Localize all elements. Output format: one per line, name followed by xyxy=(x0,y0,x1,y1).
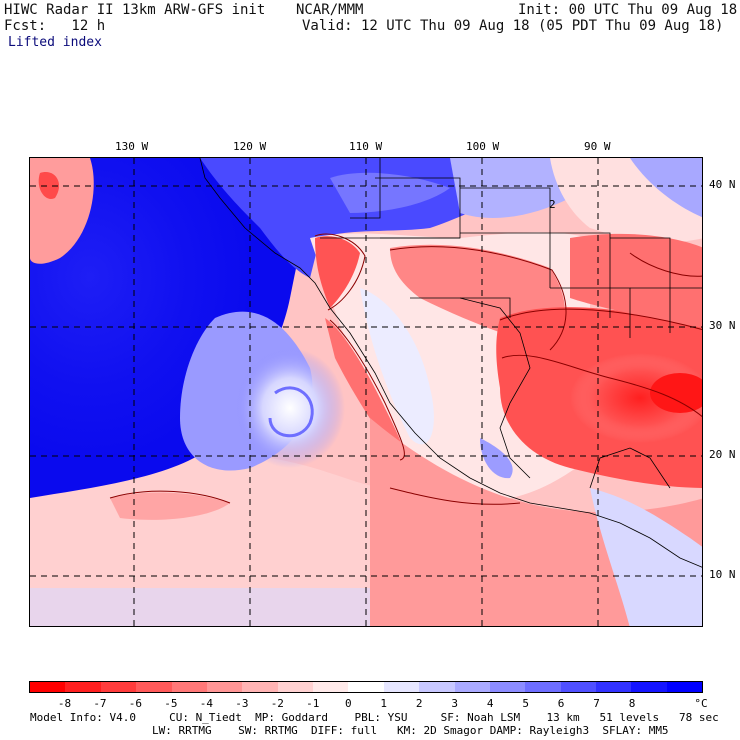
lat-label: 20 N xyxy=(709,448,736,461)
colorbar-tick-label: 1 xyxy=(380,697,388,710)
lon-label: 110 W xyxy=(349,140,383,153)
colorbar-tick-label: 4 xyxy=(486,697,494,710)
lon-label: 120 W xyxy=(233,140,267,153)
colorbar-swatch xyxy=(30,682,66,692)
colorbar-swatch xyxy=(454,682,490,692)
colorbar-tick-label: 0 xyxy=(344,697,352,710)
colorbar-tick-label: -1 xyxy=(306,697,320,710)
colorbar-swatch xyxy=(383,682,420,692)
colorbar-swatch xyxy=(100,682,137,692)
colorbar-swatch xyxy=(596,682,632,692)
lat-label: 10 N xyxy=(709,568,736,581)
colorbar-swatch xyxy=(65,682,101,692)
product-title: HIWC Radar II 13km ARW-GFS init xyxy=(4,2,266,18)
forecast-hour: Fcst: 12 h xyxy=(4,18,106,34)
lon-label: 100 W xyxy=(466,140,500,153)
colorbar-tick-label: 8 xyxy=(628,697,636,710)
colorbar-swatch xyxy=(525,682,561,692)
colorbar-swatch xyxy=(313,682,349,692)
colorbar-swatch xyxy=(348,682,384,692)
valid-time: Valid: 12 UTC Thu 09 Aug 18 (05 PDT Thu … xyxy=(302,18,724,34)
colorbar-swatch xyxy=(206,682,243,692)
colorbar-swatch xyxy=(489,682,526,692)
init-time: Init: 00 UTC Thu 09 Aug 18 xyxy=(518,2,738,18)
colorbar-tick-label: -3 xyxy=(235,697,249,710)
lifted-index-map: 2 xyxy=(29,157,703,627)
colorbar-swatch xyxy=(171,682,207,692)
colorbar-swatch xyxy=(560,682,596,692)
colorbar-unit: °C xyxy=(694,697,708,710)
colorbar-swatch xyxy=(666,682,703,692)
colorbar-tick-label: 5 xyxy=(522,697,529,710)
colorbar-swatch xyxy=(419,682,455,692)
lat-label: 30 N xyxy=(709,319,736,332)
colorbar-tick-label: 2 xyxy=(415,697,423,710)
lat-label: 40 N xyxy=(709,178,736,191)
colorbar-swatch xyxy=(242,682,278,692)
field-name: Lifted index xyxy=(8,35,102,50)
colorbar-tick-label: -5 xyxy=(164,697,178,710)
model-info-line2: LW: RRTMG SW: RRTMG DIFF: full KM: 2D Sm… xyxy=(152,724,669,737)
colorbar xyxy=(29,681,703,693)
colorbar-swatch xyxy=(277,682,313,692)
colorbar-tick-label: 7 xyxy=(593,697,600,710)
lon-label: 90 W xyxy=(584,140,611,153)
colorbar-swatch xyxy=(631,682,667,692)
colorbar-tick-label: -8 xyxy=(57,697,72,710)
contour-label: 2 xyxy=(549,198,556,211)
model-info-line1: Model Info: V4.0 CU: N_Tiedt MP: Goddard… xyxy=(30,711,719,724)
lon-label: 130 W xyxy=(115,140,149,153)
colorbar-tick-label: -2 xyxy=(270,697,284,710)
colorbar-tick-label: -6 xyxy=(128,697,143,710)
colorbar-tick-label: -4 xyxy=(199,697,213,710)
colorbar-tick-label: -7 xyxy=(93,697,107,710)
colorbar-tick-label: 6 xyxy=(557,697,565,710)
colorbar-tick-label: 3 xyxy=(451,697,458,710)
colorbar-swatch xyxy=(136,682,172,692)
institution-label: NCAR/MMM xyxy=(296,2,364,18)
